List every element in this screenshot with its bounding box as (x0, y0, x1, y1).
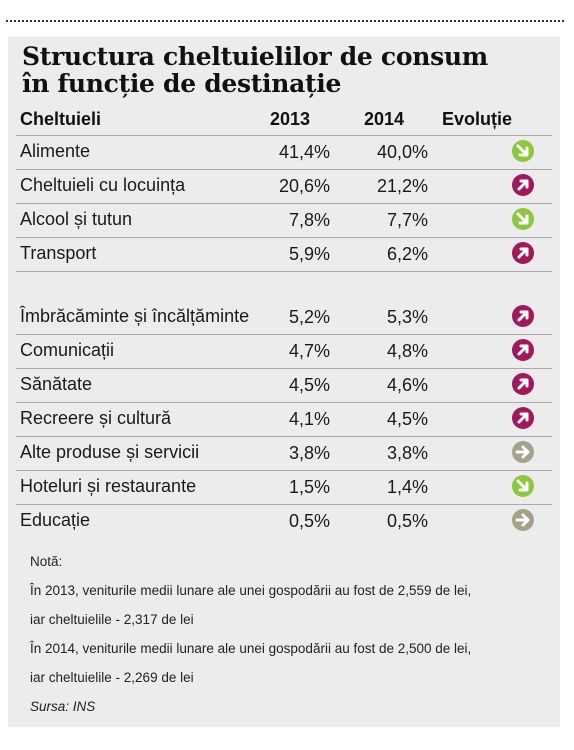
value-2014: 3,8% (386, 443, 428, 463)
table-row: Alcool și tutun 7,8% 7,7% (16, 203, 552, 237)
value-2013: 4,7% (288, 341, 330, 361)
value-2014: 7,7% (386, 210, 428, 230)
source-credit: Sursa: INS (30, 699, 96, 714)
table-row: Alimente 41,4% 40,0% (16, 135, 552, 169)
value-2014: 1,4% (386, 477, 428, 497)
notes-line-1: În 2013, veniturile medii lunare ale une… (30, 583, 472, 598)
value-2013: 7,8% (288, 210, 330, 230)
value-2013: 5,9% (288, 244, 330, 264)
table-row: Hoteluri și restaurante 1,5% 1,4% (16, 470, 552, 504)
table-row: Cheltuieli cu locuința 20,6% 21,2% (16, 169, 552, 203)
category-name: Alte produse și servicii (20, 442, 200, 462)
value-2013: 20,6% (278, 176, 330, 196)
category-name: Recreere și cultură (20, 408, 172, 428)
notes-line-2: iar cheltuielile - 2,317 de lei (30, 612, 194, 627)
table-row: Sănătate 4,5% 4,6% (16, 368, 552, 402)
infographic-panel: Structura cheltuielilor de consum în fun… (8, 37, 560, 727)
table-row: Alte produse și servicii 3,8% 3,8% (16, 436, 552, 470)
page-title: Structura cheltuielilor de consum în fun… (22, 43, 552, 97)
trend-up-icon (512, 373, 534, 395)
table-row: Transport 5,9% 6,2% (16, 237, 552, 271)
notes-label: Notă: (30, 554, 63, 569)
category-name: Transport (20, 243, 97, 263)
category-name: Comunicații (20, 340, 115, 360)
header-2013: 2013 (270, 109, 311, 129)
table-row: Îmbrăcăminte și încălțăminte 5,2% 5,3% (16, 271, 552, 334)
value-2013: 0,5% (288, 511, 330, 531)
value-2014: 0,5% (386, 511, 428, 531)
header-2014: 2014 (364, 109, 405, 129)
category-name: Alimente (20, 141, 91, 161)
header-evolution: Evoluție (442, 109, 513, 129)
table-row: Recreere și cultură 4,1% 4,5% (16, 402, 552, 436)
category-name: Educație (20, 510, 91, 530)
table-row: Comunicații 4,7% 4,8% (16, 334, 552, 368)
value-2014: 40,0% (376, 142, 428, 162)
trend-down-icon (512, 475, 534, 497)
trend-up-icon (512, 339, 534, 361)
value-2014: 4,6% (386, 375, 428, 395)
value-2013: 41,4% (278, 142, 330, 162)
category-name: Cheltuieli cu locuința (20, 175, 186, 195)
trend-flat-icon (512, 441, 534, 463)
value-2013: 1,5% (288, 477, 330, 497)
trend-up-icon (512, 174, 534, 196)
notes-section: Notă: În 2013, veniturile medii lunare a… (30, 547, 550, 721)
category-name: Alcool și tutun (20, 209, 133, 229)
value-2013: 5,2% (288, 307, 330, 327)
value-2014: 21,2% (376, 176, 428, 196)
value-2014: 5,3% (386, 307, 428, 327)
category-name: Îmbrăcăminte și încălțăminte (20, 306, 250, 326)
value-2013: 3,8% (288, 443, 330, 463)
trend-up-icon (512, 242, 534, 264)
title-line-2: în funcție de destinație (22, 69, 342, 98)
dotted-separator (6, 20, 564, 22)
value-2014: 4,5% (386, 409, 428, 429)
expense-table: Alimente 41,4% 40,0% Cheltuieli cu locuința… (16, 135, 552, 538)
value-2014: 6,2% (386, 244, 428, 264)
trend-down-icon (512, 140, 534, 162)
trend-flat-icon (512, 509, 534, 531)
title-line-1: Structura cheltuielilor de consum (22, 42, 488, 71)
trend-up-icon (512, 305, 534, 327)
trend-down-icon (512, 208, 534, 230)
value-2014: 4,8% (386, 341, 428, 361)
header-category: Cheltuieli (20, 109, 102, 129)
notes-line-3: În 2014, veniturile medii lunare ale une… (30, 641, 472, 656)
value-2013: 4,1% (288, 409, 330, 429)
table-row: Educație 0,5% 0,5% (16, 504, 552, 538)
category-name: Sănătate (20, 374, 93, 394)
trend-up-icon (512, 407, 534, 429)
value-2013: 4,5% (288, 375, 330, 395)
table-header: Cheltuieli 2013 2014 Evoluție (8, 107, 560, 133)
notes-line-4: iar cheltuielile - 2,269 de lei (30, 670, 194, 685)
category-name: Hoteluri și restaurante (20, 476, 197, 496)
